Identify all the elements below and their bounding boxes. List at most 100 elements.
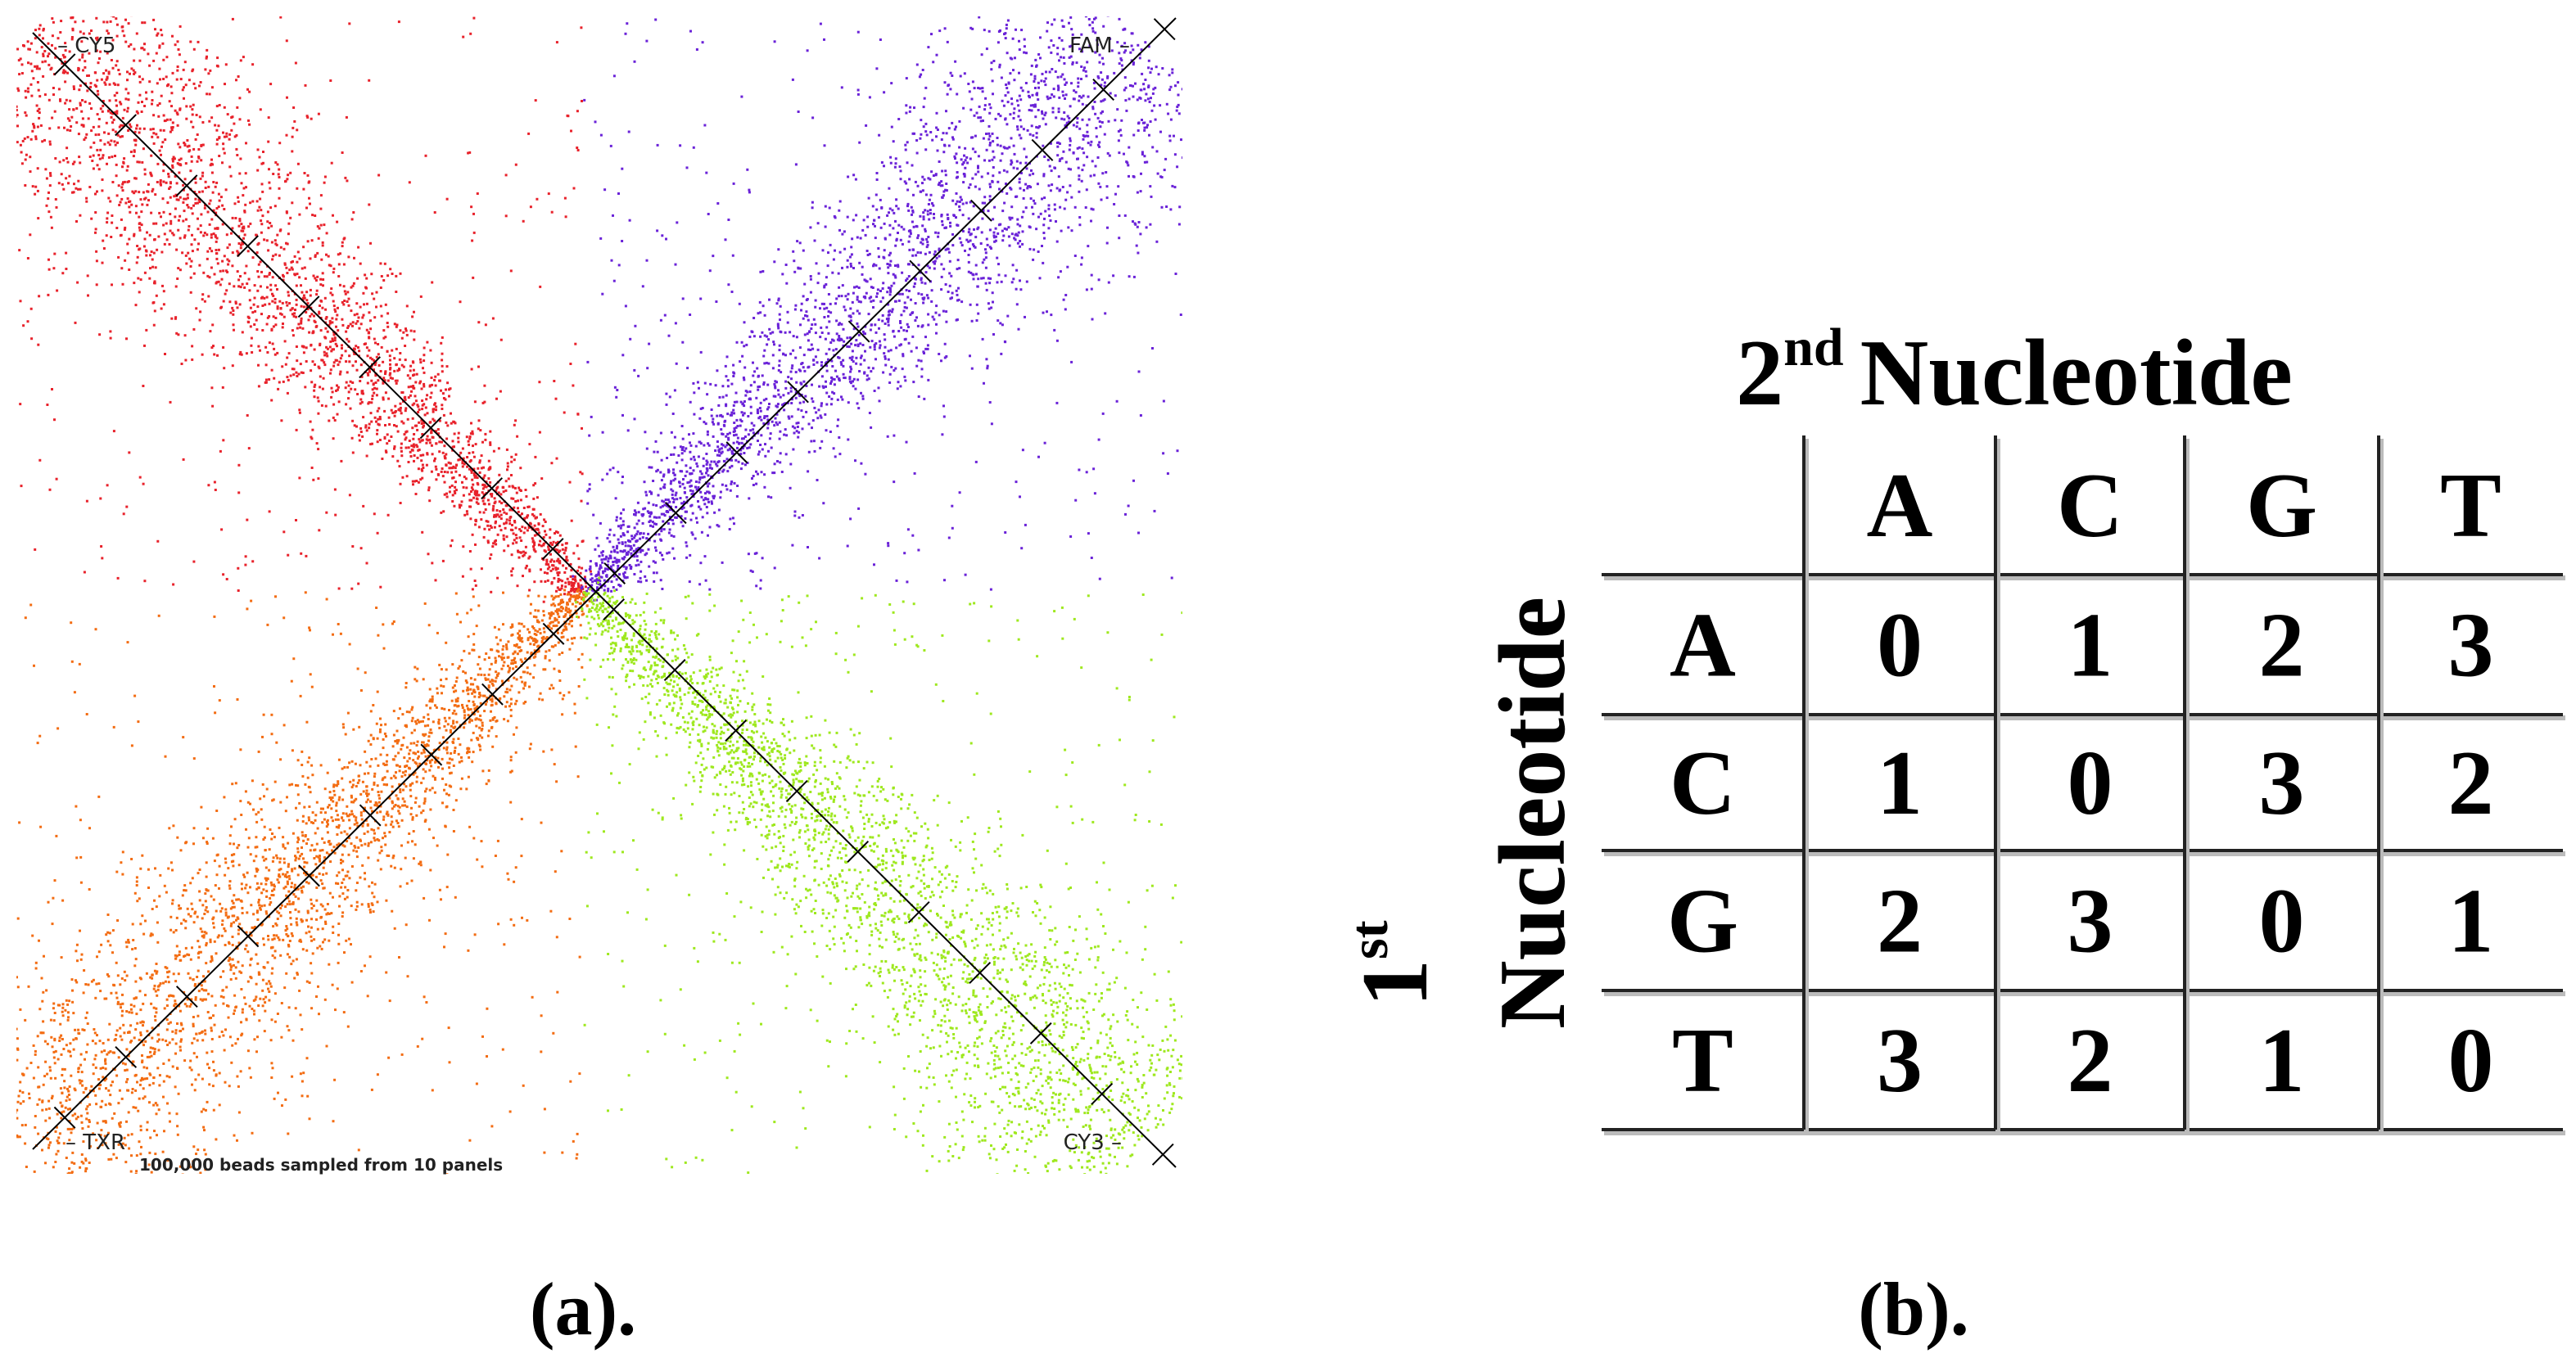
scatter-point (291, 260, 294, 263)
scatter-point (983, 108, 987, 111)
scatter-point (314, 279, 318, 282)
scatter-point (81, 11, 84, 13)
scatter-point (977, 226, 980, 229)
scatter-point (525, 495, 528, 498)
scatter-point (334, 310, 337, 314)
scatter-point (512, 497, 515, 500)
scatter-point (730, 482, 733, 485)
scatter-point (522, 575, 524, 578)
scatter-point (349, 380, 352, 383)
scatter-point (201, 353, 204, 356)
scatter-point (674, 516, 677, 519)
scatter-point (844, 295, 847, 298)
scatter-point (1104, 6, 1106, 8)
scatter-point (879, 38, 882, 41)
scatter-point (264, 303, 267, 306)
scatter-point (746, 462, 749, 464)
scatter-point (189, 265, 192, 268)
scatter-point (111, 121, 114, 124)
scatter-point (1051, 106, 1055, 110)
scatter-point (470, 490, 472, 493)
scatter-point (1047, 227, 1051, 230)
scatter-point (835, 375, 838, 378)
scatter-point (671, 522, 675, 526)
scatter-point (476, 192, 479, 195)
scatter-point (980, 277, 983, 280)
scatter-point (1088, 24, 1091, 27)
scatter-point (562, 564, 565, 567)
scatter-point (547, 192, 550, 196)
scatter-point (107, 32, 110, 35)
scatter-point (384, 449, 387, 453)
scatter-point (360, 400, 364, 404)
scatter-point (821, 249, 825, 252)
scatter-point (372, 382, 375, 386)
scatter-point (654, 549, 658, 553)
scatter-point (461, 447, 464, 450)
scatter-point (469, 32, 472, 35)
scatter-point (893, 165, 897, 169)
scatter-point (1256, 173, 1259, 175)
scatter-point (214, 234, 217, 237)
scatter-point (121, 189, 124, 192)
scatter-point (508, 519, 511, 522)
scatter-point (443, 455, 446, 458)
scatter-point (210, 218, 214, 221)
scatter-point (923, 296, 926, 300)
scatter-point (1070, 82, 1073, 85)
scatter-point (213, 480, 216, 484)
scatter-point (472, 212, 475, 215)
scatter-point (350, 436, 354, 440)
scatter-point (729, 489, 732, 492)
scatter-point (716, 453, 719, 457)
scatter-point (152, 222, 156, 225)
scatter-point (208, 276, 211, 279)
scatter-point (992, 218, 995, 221)
scatter-point (231, 364, 234, 368)
scatter-point (818, 385, 821, 388)
scatter-point (783, 408, 786, 412)
scatter-point (470, 422, 472, 425)
scatter-point (901, 242, 904, 246)
scatter-point (384, 391, 387, 395)
scatter-point (230, 232, 233, 235)
scatter-point (103, 131, 106, 134)
scatter-point (1012, 166, 1015, 169)
scatter-point (94, 228, 97, 231)
scatter-point (411, 404, 414, 407)
scatter-point (237, 196, 240, 199)
scatter-point (504, 174, 508, 177)
scatter-point (425, 441, 428, 444)
scatter-point (1151, 92, 1155, 95)
scatter-point (679, 497, 682, 499)
scatter-point (126, 197, 129, 201)
scatter-point (78, 58, 81, 61)
scatter-point (538, 531, 540, 535)
scatter-point (830, 376, 833, 379)
scatter-point (924, 193, 928, 196)
scatter-point (693, 391, 696, 395)
scatter-point (319, 344, 322, 347)
scatter-point (938, 314, 941, 317)
scatter-point (948, 259, 951, 263)
scatter-point (714, 384, 717, 387)
scatter-point (77, 179, 80, 183)
scatter-point (116, 576, 120, 580)
scatter-point (73, 183, 75, 186)
scatter-point (103, 142, 106, 146)
scatter-point (909, 106, 912, 109)
scatter-point (898, 165, 902, 169)
scatter-point (1142, 83, 1146, 86)
scatter-point (855, 356, 858, 359)
scatter-point (4, 120, 7, 123)
scatter-point (481, 499, 485, 503)
scatter-point (414, 381, 418, 384)
scatter-point (154, 266, 157, 269)
scatter-point (156, 136, 160, 139)
scatter-point (391, 349, 394, 352)
scatter-point (64, 61, 67, 63)
scatter-point (771, 471, 775, 475)
scatter-point (450, 467, 453, 470)
scatter-point (85, 133, 88, 136)
scatter-point (794, 356, 798, 359)
